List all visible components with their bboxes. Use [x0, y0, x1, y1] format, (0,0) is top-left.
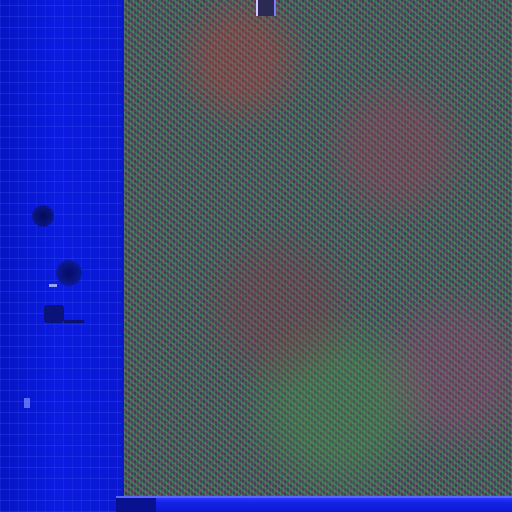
dark-circle-icon[interactable]	[32, 205, 54, 227]
underline-marker-icon	[64, 320, 84, 323]
small-marker-icon	[49, 284, 57, 287]
small-marker-icon	[24, 398, 30, 408]
noisy-image-viewport	[123, 0, 512, 496]
sidebar-panel	[0, 0, 122, 512]
square-icon[interactable]	[44, 305, 64, 323]
dark-circle-icon[interactable]	[56, 260, 82, 286]
window-handle[interactable]	[256, 0, 276, 16]
taskbar	[116, 496, 512, 512]
start-button[interactable]	[116, 498, 156, 512]
